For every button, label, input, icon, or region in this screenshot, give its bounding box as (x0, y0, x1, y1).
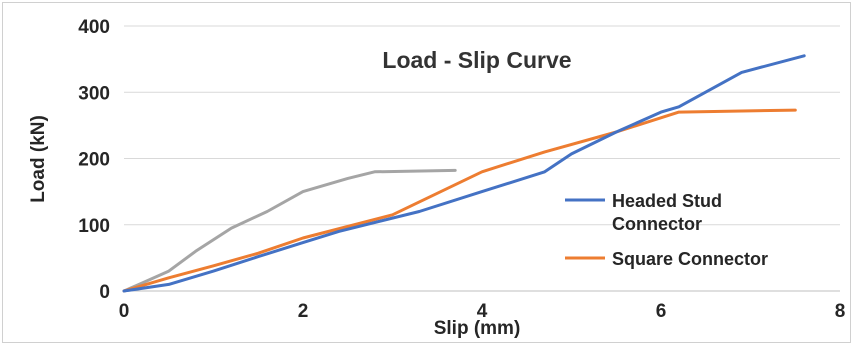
x-tick-labels: 0 2 4 6 8 (119, 301, 846, 322)
y-tick-label: 0 (99, 282, 110, 303)
legend: Headed Stud Connector Square Connector (565, 191, 768, 269)
series-line-3 (122, 168, 457, 293)
gridlines (124, 25, 840, 292)
x-tick-label: 8 (835, 301, 846, 322)
y-tick-label: 100 (78, 216, 110, 237)
x-tick-label: 2 (298, 301, 309, 322)
chart-title: Load - Slip Curve (382, 47, 571, 73)
series-line-1 (122, 54, 806, 293)
x-tick-label: 6 (656, 301, 667, 322)
y-axis-title: Load (kN) (28, 115, 49, 203)
x-axis-title: Slip (mm) (434, 318, 521, 339)
legend-label: Square Connector (612, 249, 768, 269)
legend-label: Headed Stud Connector (612, 191, 722, 234)
y-tick-labels: 0 100 200 300 400 (78, 17, 110, 303)
y-tick-label: 300 (78, 83, 110, 104)
x-tick-label: 4 (477, 301, 488, 322)
series-line-2 (122, 108, 797, 293)
y-tick-label: 400 (78, 17, 110, 38)
y-tick-label: 200 (78, 150, 110, 171)
x-tick-label: 0 (119, 301, 130, 322)
series-lines (122, 54, 806, 293)
